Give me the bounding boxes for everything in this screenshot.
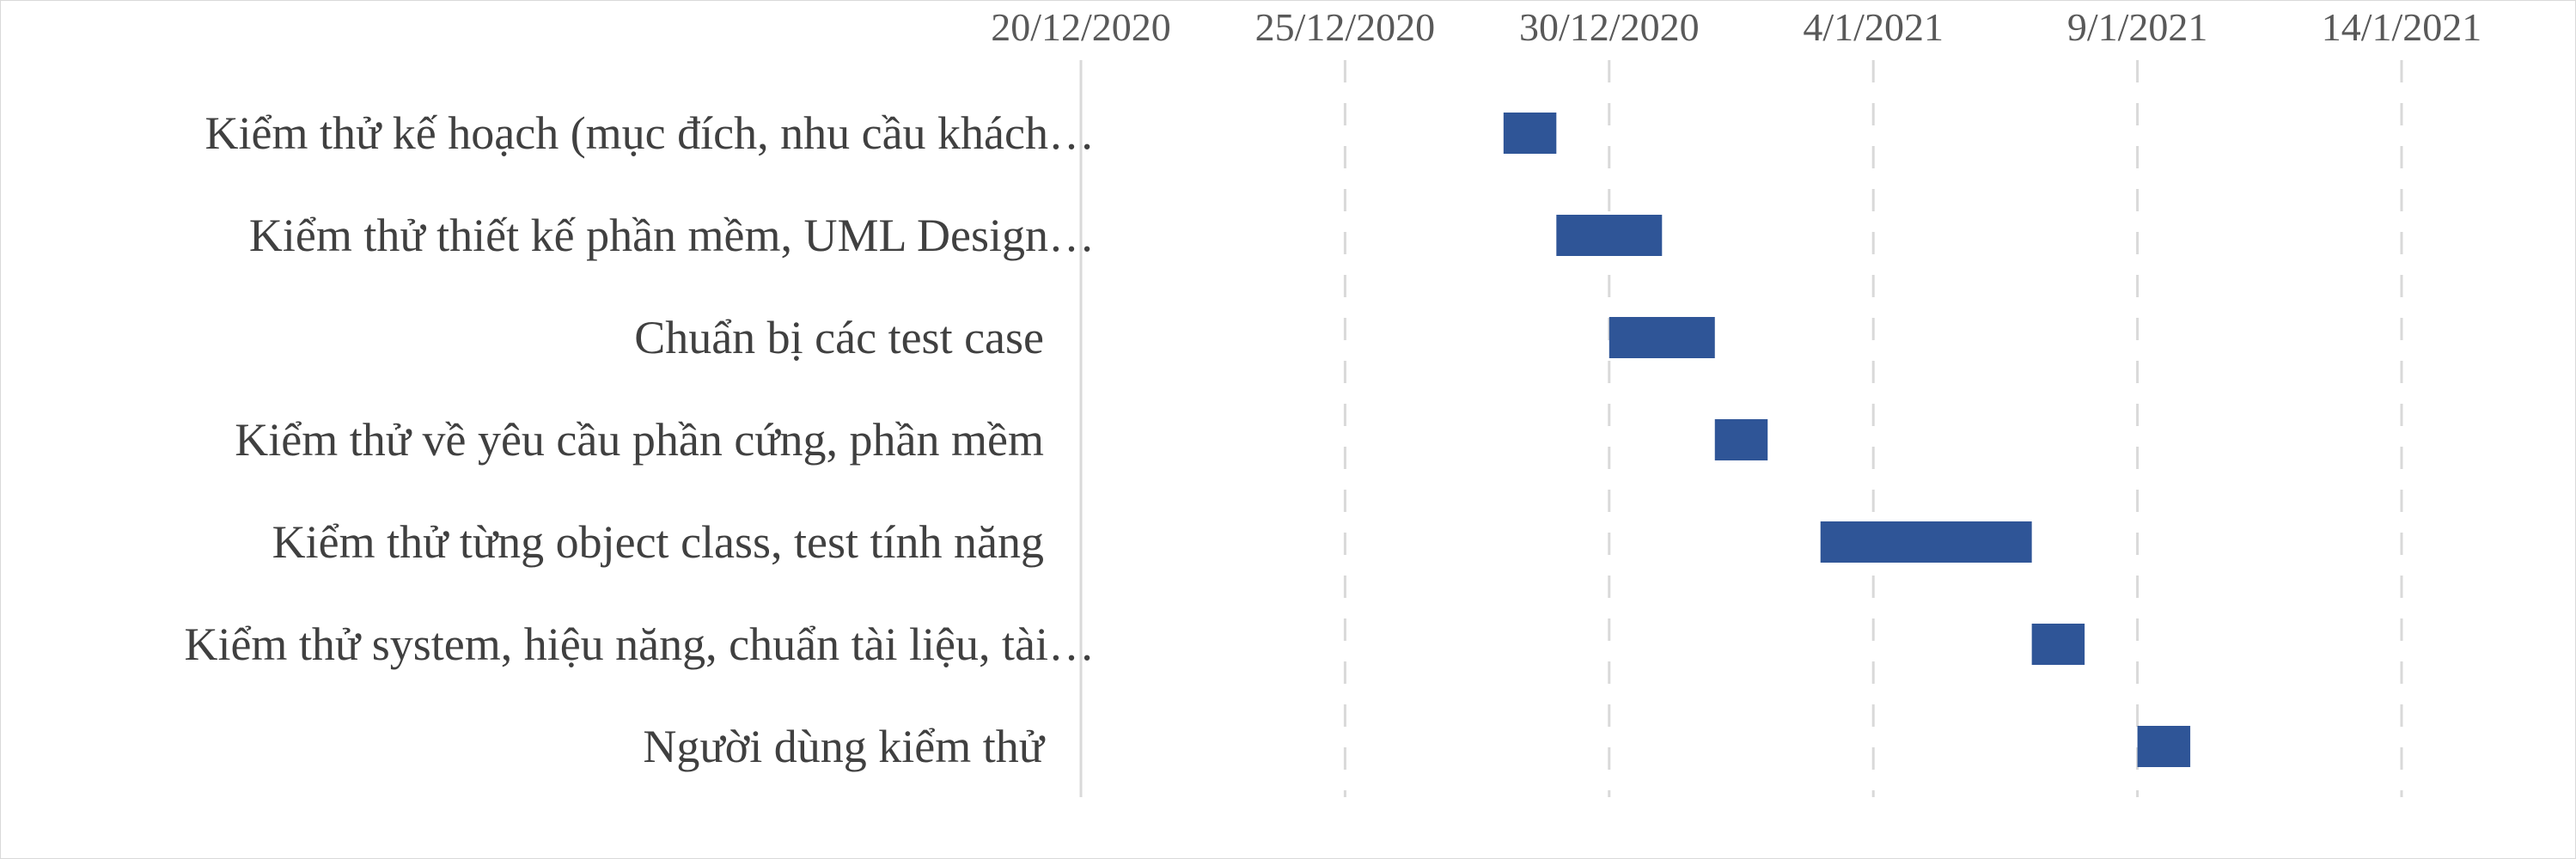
task-bar <box>1556 215 1663 256</box>
x-tick-label: 25/12/2020 <box>1255 5 1436 49</box>
gridlines <box>1079 60 2403 797</box>
task-label: Kiểm thử từng object class, test tính nă… <box>272 516 1044 568</box>
task-bar <box>1608 317 1715 358</box>
x-tick-label: 20/12/2020 <box>991 5 1171 49</box>
task-bar <box>1820 521 2032 563</box>
x-tick-label: 30/12/2020 <box>1519 5 1700 49</box>
x-axis-ticks: 20/12/2020 25/12/2020 30/12/2020 4/1/2021 9/… <box>991 5 2481 49</box>
task-labels: Kiểm thử kế hoạch (mục đích, nhu cầu khá… <box>184 107 1095 772</box>
task-bar <box>1503 113 1557 154</box>
task-label: Kiểm thử kế hoạch (mục đích, nhu cầu khá… <box>205 107 1095 159</box>
task-bar <box>2031 624 2085 665</box>
task-label: Người dùng kiểm thử <box>643 721 1045 772</box>
task-bar <box>2137 726 2191 767</box>
x-tick-label: 14/1/2021 <box>2322 5 2482 49</box>
x-tick-label: 9/1/2021 <box>2067 5 2208 49</box>
task-label: Kiểm thử thiết kế phần mềm, UML Design… <box>249 210 1095 261</box>
task-bars <box>1503 113 2191 767</box>
x-tick-label: 4/1/2021 <box>1803 5 1944 49</box>
task-bar <box>1714 419 1768 460</box>
task-label: Kiểm thử về yêu cầu phần cứng, phần mềm <box>235 414 1044 466</box>
task-label: Kiểm thử system, hiệu năng, chuẩn tài li… <box>184 618 1095 670</box>
task-label: Chuẩn bị các test case <box>634 312 1044 363</box>
